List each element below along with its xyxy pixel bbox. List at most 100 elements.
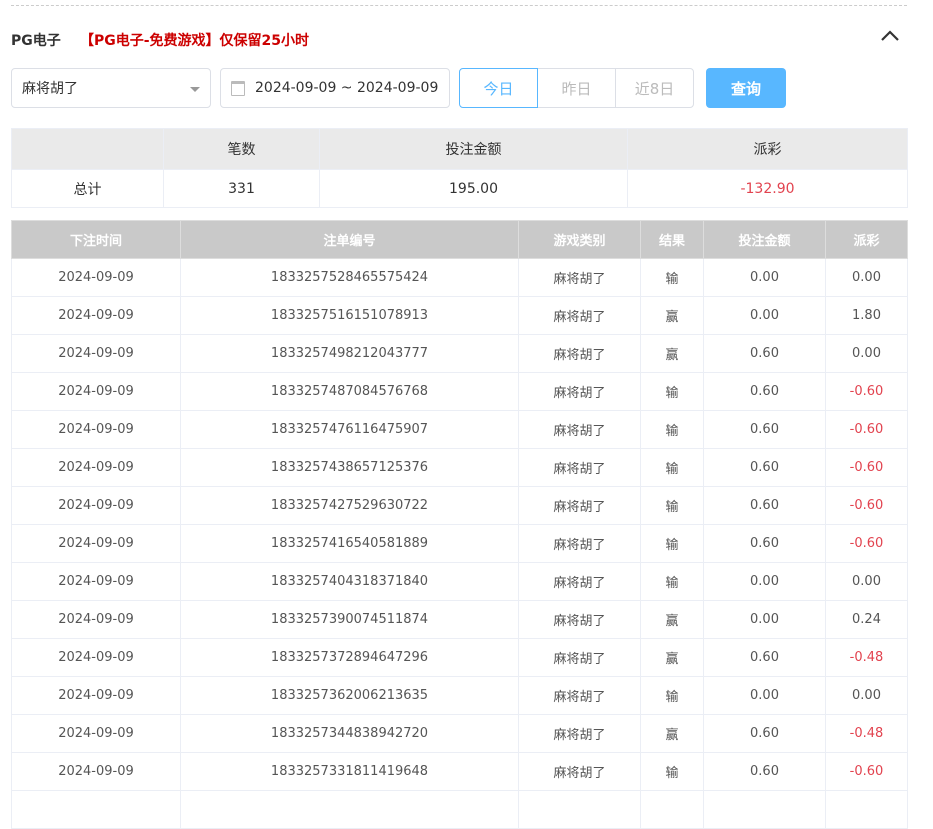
table-row: 2024-09-09 1833257476116475907 麻将胡了输 0.60 -0…	[11, 410, 908, 449]
order-id: 1833257476116475907	[180, 410, 519, 449]
order-id: 1833257404318371840	[180, 562, 519, 601]
payout	[825, 790, 908, 829]
game-type: 麻将胡了	[518, 334, 641, 373]
table-row: 2024-09-09 1833257390074511874 麻将胡了赢 0.00 0.…	[11, 600, 908, 639]
total-label: 总计	[11, 169, 164, 208]
total-count: 331	[163, 169, 320, 208]
bet-time: 2024-09-09	[11, 752, 181, 791]
bet-time: 2024-09-09	[11, 524, 181, 563]
table-row: 2024-09-09 1833257516151078913 麻将胡了赢 0.00 1.…	[11, 296, 908, 335]
result: 输	[640, 448, 704, 487]
table-row	[11, 790, 908, 829]
payout: -0.60	[825, 372, 908, 411]
bet-time: 2024-09-09	[11, 410, 181, 449]
summary-header: 笔数	[163, 128, 320, 170]
header-payout: 派彩	[825, 220, 908, 259]
game-type: 麻将胡了	[518, 486, 641, 525]
result: 输	[640, 258, 704, 297]
result: 输	[640, 562, 704, 601]
payout: 0.00	[825, 334, 908, 373]
date-quick-tabs: 今日 昨日 近8日	[459, 68, 694, 108]
payout: 0.00	[825, 562, 908, 601]
tab-last-8-days[interactable]: 近8日	[615, 68, 694, 108]
result: 赢	[640, 638, 704, 677]
order-id: 1833257487084576768	[180, 372, 519, 411]
header-game-type: 游戏类别	[518, 220, 641, 259]
payout: 0.00	[825, 258, 908, 297]
table-row: 2024-09-09 1833257344838942720 麻将胡了赢 0.60 -0…	[11, 714, 908, 753]
game-type: 麻将胡了	[518, 600, 641, 639]
result: 赢	[640, 296, 704, 335]
table-header-row: 下注时间 注单编号 游戏类别 结果 投注金额 派彩	[11, 220, 908, 259]
payout: 0.00	[825, 676, 908, 715]
bet-amount: 0.60	[703, 752, 826, 791]
bet-time: 2024-09-09	[11, 676, 181, 715]
tab-today[interactable]: 今日	[459, 68, 538, 108]
result	[640, 790, 704, 829]
table-row: 2024-09-09 1833257487084576768 麻将胡了输 0.60 -0…	[11, 372, 908, 411]
bet-amount: 0.60	[703, 486, 826, 525]
bet-time: 2024-09-09	[11, 600, 181, 639]
table-row: 2024-09-09 1833257498212043777 麻将胡了赢 0.60 0.…	[11, 334, 908, 373]
result: 输	[640, 752, 704, 791]
section-title: PG电子	[11, 33, 61, 49]
order-id: 1833257390074511874	[180, 600, 519, 639]
game-type: 麻将胡了	[518, 448, 641, 487]
bet-amount: 0.00	[703, 676, 826, 715]
table-row: 2024-09-09 1833257331811419648 麻将胡了输 0.60 -0…	[11, 752, 908, 791]
game-type	[518, 790, 641, 829]
game-type: 麻将胡了	[518, 752, 641, 791]
table-row: 2024-09-09 1833257404318371840 麻将胡了输 0.00 0.…	[11, 562, 908, 601]
chevron-down-icon	[190, 87, 200, 97]
bet-time: 2024-09-09	[11, 562, 181, 601]
bet-amount: 0.60	[703, 524, 826, 563]
bet-time	[11, 790, 181, 829]
bet-amount: 0.00	[703, 296, 826, 335]
payout: -0.48	[825, 638, 908, 677]
table-row: 2024-09-09 1833257438657125376 麻将胡了输 0.60 -0…	[11, 448, 908, 487]
header-order-id: 注单编号	[180, 220, 519, 259]
bet-amount: 0.60	[703, 410, 826, 449]
result: 赢	[640, 600, 704, 639]
bet-time: 2024-09-09	[11, 486, 181, 525]
game-type: 麻将胡了	[518, 410, 641, 449]
bet-records-table: 下注时间 注单编号 游戏类别 结果 投注金额 派彩 2024-09-09 183325752…	[11, 220, 908, 829]
payout: 1.80	[825, 296, 908, 335]
date-range-picker[interactable]: 2024-09-09 ~ 2024-09-09	[220, 68, 450, 108]
divider	[11, 5, 907, 6]
order-id: 1833257528465575424	[180, 258, 519, 297]
bet-time: 2024-09-09	[11, 714, 181, 753]
order-id: 1833257498212043777	[180, 334, 519, 373]
game-type: 麻将胡了	[518, 562, 641, 601]
bet-time: 2024-09-09	[11, 334, 181, 373]
table-row: 2024-09-09 1833257362006213635 麻将胡了输 0.00 0.…	[11, 676, 908, 715]
summary-table: 笔数 投注金额 派彩 总计 331 195.00 -132.90	[11, 128, 908, 208]
bet-amount	[703, 790, 826, 829]
payout: -0.60	[825, 524, 908, 563]
summary-header: 投注金额	[319, 128, 628, 170]
header-bet-amount: 投注金额	[703, 220, 826, 259]
summary-header: 派彩	[627, 128, 908, 170]
bet-amount: 0.60	[703, 714, 826, 753]
tab-yesterday[interactable]: 昨日	[537, 68, 616, 108]
retention-notice: 【PG电子-免费游戏】仅保留25小时	[80, 33, 310, 49]
result: 赢	[640, 714, 704, 753]
game-type: 麻将胡了	[518, 372, 641, 411]
order-id: 1833257438657125376	[180, 448, 519, 487]
table-row: 2024-09-09 1833257528465575424 麻将胡了输 0.00 0.…	[11, 258, 908, 297]
table-row: 2024-09-09 1833257427529630722 麻将胡了输 0.60 -0…	[11, 486, 908, 525]
header-result: 结果	[640, 220, 704, 259]
bet-time: 2024-09-09	[11, 448, 181, 487]
bet-amount: 0.60	[703, 372, 826, 411]
order-id: 1833257427529630722	[180, 486, 519, 525]
query-button[interactable]: 查询	[706, 68, 786, 108]
order-id: 1833257331811419648	[180, 752, 519, 791]
total-bet: 195.00	[319, 169, 628, 208]
bet-time: 2024-09-09	[11, 372, 181, 411]
bet-time: 2024-09-09	[11, 258, 181, 297]
payout: -0.60	[825, 448, 908, 487]
payout: -0.60	[825, 410, 908, 449]
collapse-chevron-up-icon[interactable]	[878, 24, 902, 48]
summary-header	[11, 128, 164, 170]
game-select[interactable]: 麻将胡了	[11, 68, 211, 108]
